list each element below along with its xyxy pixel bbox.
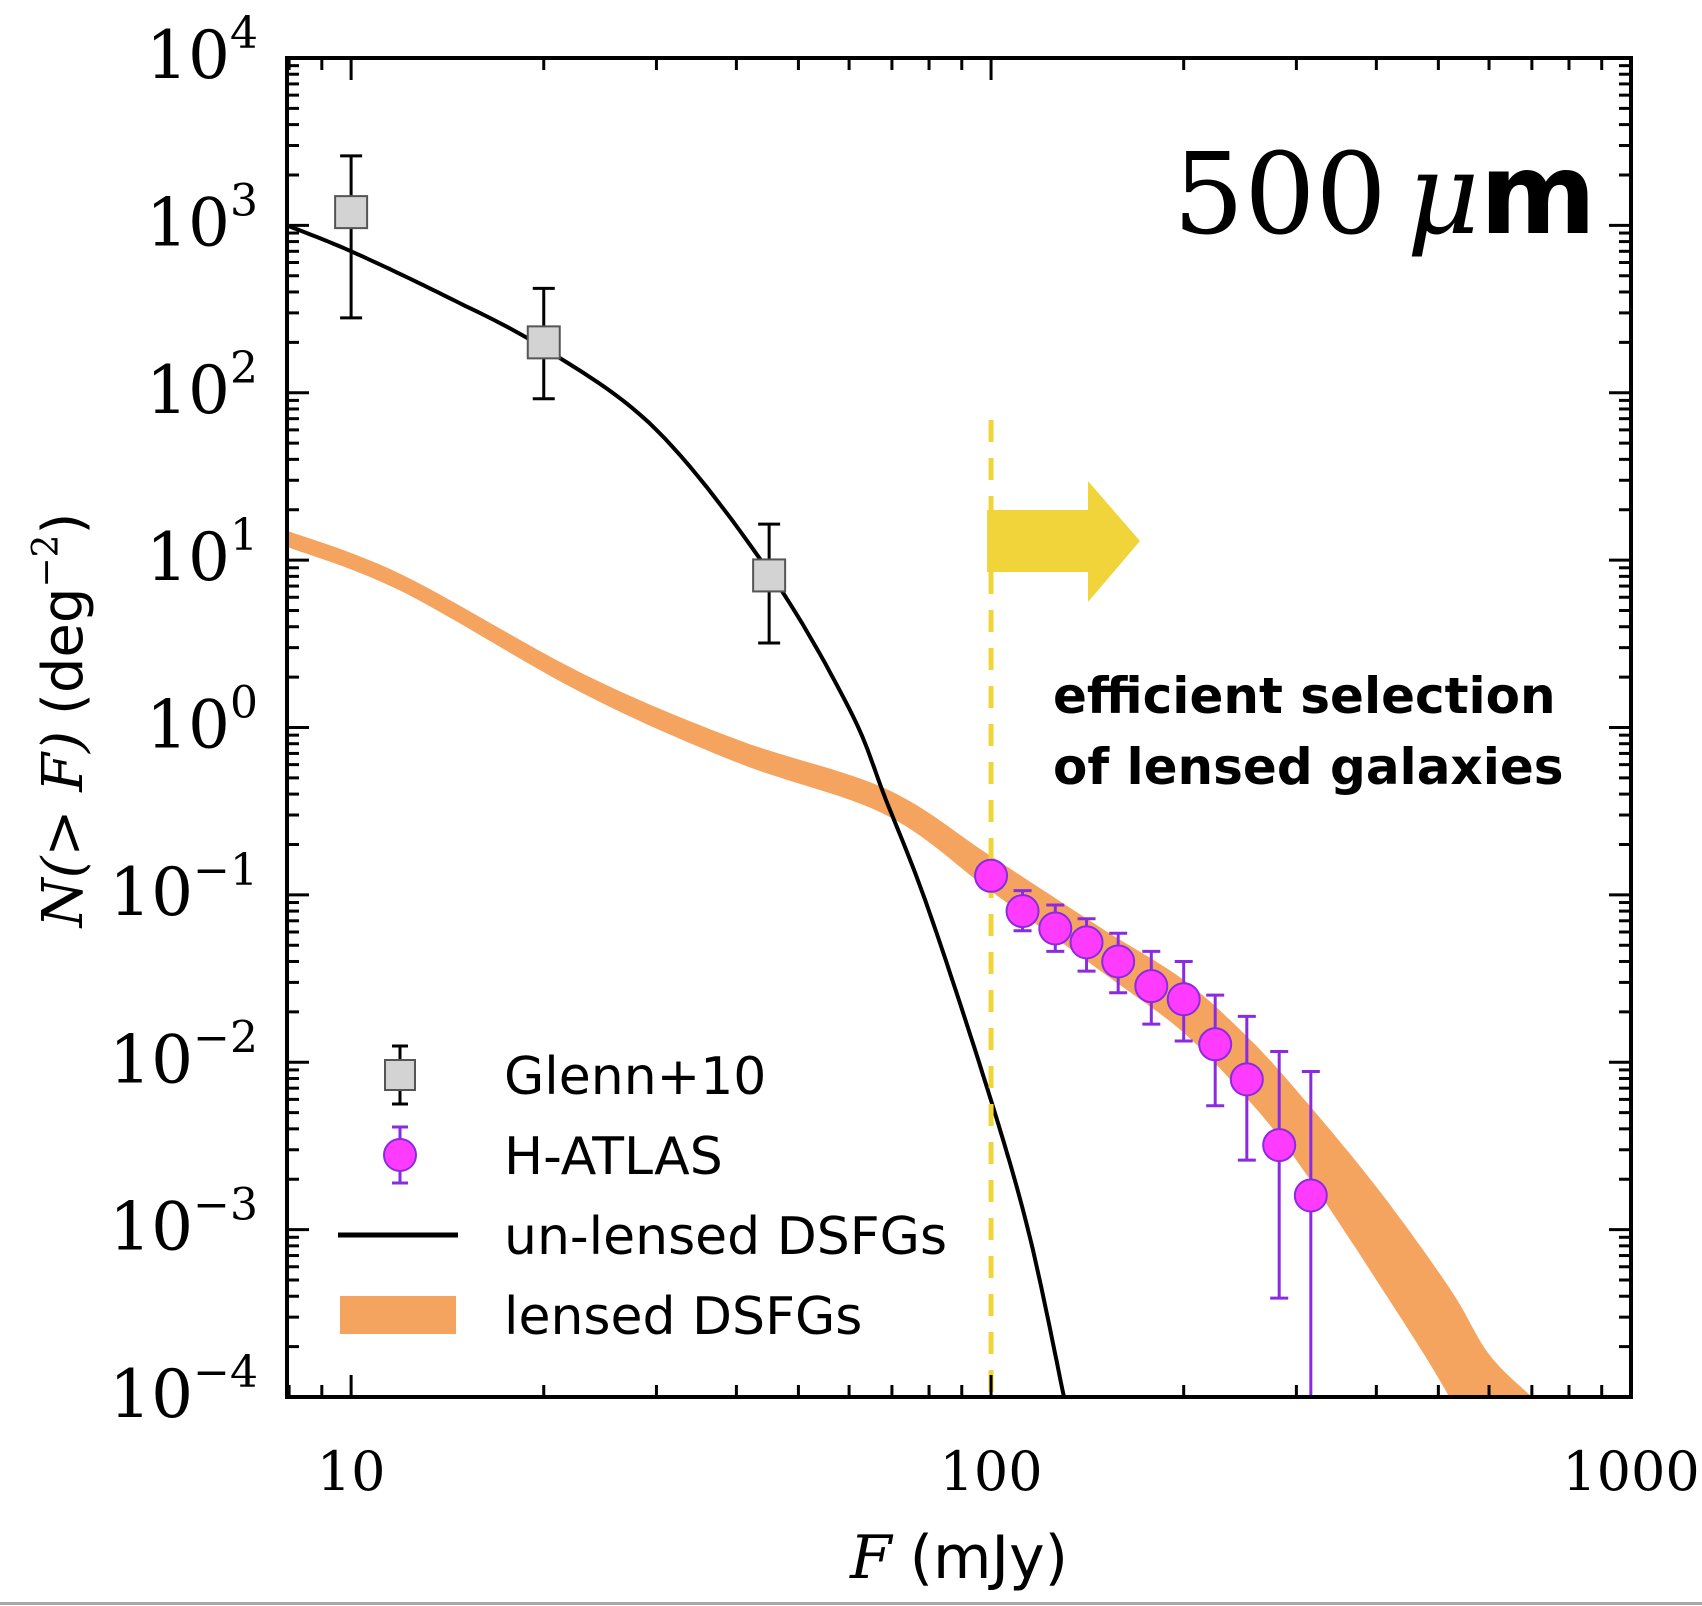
title-mu: μ [1407, 130, 1480, 260]
hatlas-circle-marker [1101, 944, 1136, 979]
glenn-point [752, 522, 787, 645]
legend-label: lensed DSFGs [504, 1287, 862, 1347]
y-tick-label: 10−2 [109, 1012, 258, 1098]
chart-title: 500 μm [1173, 130, 1596, 260]
hatlas-circle-marker [1166, 982, 1201, 1017]
annotation-line-1: efficient selection [1053, 667, 1556, 725]
legend: Glenn+10 H-ATLAS un-lensed DSFGs lensed DSF… [338, 1044, 947, 1347]
title-number: 500 [1173, 130, 1387, 260]
x-axis-label: F (mJy) [849, 1523, 1068, 1593]
legend-item: Glenn+10 [384, 1044, 766, 1107]
glenn-square-marker [334, 195, 369, 230]
hatlas-circle-marker [1134, 969, 1169, 1004]
hatlas-circle-marker [974, 858, 1009, 893]
x-tick-label: 10 [317, 1440, 386, 1503]
selection-arrow-icon [987, 481, 1140, 603]
hatlas-point [1005, 889, 1040, 933]
glenn-point [526, 286, 561, 401]
hatlas-point [1198, 993, 1233, 1108]
y-tick-label: 10−4 [109, 1347, 258, 1433]
threshold-layer [987, 420, 1140, 1397]
y-axis-label: N(> F)(deg−2) [26, 513, 96, 930]
hatlas-circle-marker [1262, 1128, 1297, 1163]
legend-label: H-ATLAS [504, 1127, 723, 1187]
hatlas-circle-marker [1038, 911, 1073, 946]
legend-label: Glenn+10 [504, 1047, 766, 1107]
y-tick-label: 102 [146, 343, 258, 429]
lensed-band-layer [287, 530, 1532, 1397]
hatlas-circle-marker [1005, 894, 1040, 929]
hatlas-circle-marker [1229, 1062, 1264, 1097]
glenn-point [334, 154, 369, 320]
bottom-divider [0, 1602, 1702, 1605]
x-tick-label: 1000 [1562, 1440, 1699, 1503]
unlensed-line-layer [287, 223, 1066, 1397]
y-tick-label: 101 [146, 510, 258, 596]
hatlas-point [1038, 903, 1073, 953]
y-tick-label: 10−3 [109, 1180, 258, 1266]
hatlas-point [1262, 1049, 1297, 1300]
hatlas-point [1101, 931, 1136, 995]
legend-item: un-lensed DSFGs [338, 1207, 947, 1267]
title-m: m [1480, 130, 1597, 260]
x-tick-label: 100 [940, 1440, 1043, 1503]
y-tick-label: 104 [146, 8, 258, 94]
hatlas-circle-marker [1293, 1178, 1328, 1213]
legend-band-icon [340, 1296, 456, 1334]
glenn-square-marker [752, 558, 787, 593]
legend-label: un-lensed DSFGs [504, 1207, 947, 1267]
hatlas-point [1229, 1014, 1264, 1162]
points-layer [334, 154, 1328, 1397]
legend-square-icon [384, 1059, 416, 1091]
glenn-square-marker [526, 325, 561, 360]
y-tick-label: 100 [146, 678, 258, 764]
hatlas-circle-marker [1198, 1027, 1233, 1062]
legend-item: lensed DSFGs [340, 1287, 862, 1347]
y-tick-label: 10−1 [109, 845, 258, 931]
hatlas-point [974, 858, 1009, 893]
hatlas-point [1166, 959, 1201, 1043]
unlensed-dsfg-line [287, 223, 1066, 1397]
hatlas-point [1069, 917, 1104, 973]
hatlas-circle-marker [1069, 925, 1104, 960]
annotation-line-2: of lensed galaxies [1053, 738, 1564, 796]
axes: 10 100 1000 104 103 102 101 100 10−1 10−2 10−3 10−4 [109, 8, 1700, 1503]
legend-item: H-ATLAS [383, 1125, 723, 1187]
y-tick-label: 103 [146, 175, 258, 261]
hatlas-point [1134, 949, 1169, 1026]
lensed-dsfg-band [287, 530, 1532, 1397]
hatlas-point [1293, 1070, 1328, 1397]
legend-circle-icon [383, 1138, 417, 1172]
